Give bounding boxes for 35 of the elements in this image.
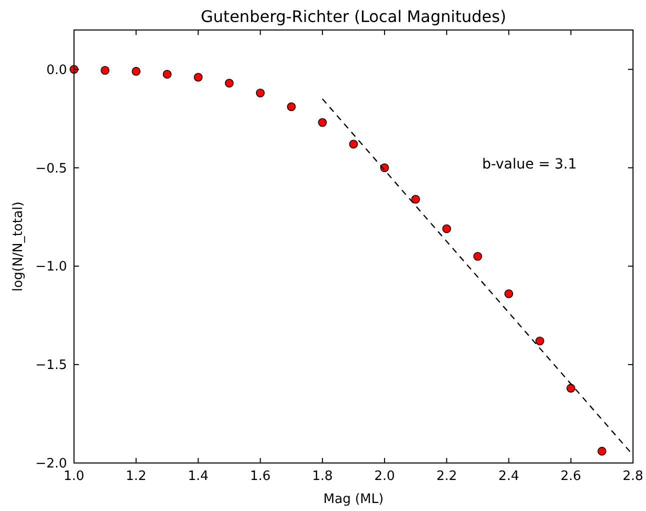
x-tick-label: 2.0 xyxy=(374,469,395,484)
point xyxy=(194,72,203,82)
y-tick-label: −1.0 xyxy=(35,260,67,275)
point xyxy=(132,66,141,76)
point xyxy=(411,194,420,204)
point xyxy=(349,140,358,149)
point xyxy=(442,224,452,234)
point xyxy=(504,289,514,298)
x-tick-label: 1.2 xyxy=(126,469,146,484)
y-tick-label: −1.5 xyxy=(35,358,67,374)
annotation: b-value = 3.1 xyxy=(482,156,577,173)
y-tick-label: 0.0 xyxy=(46,62,67,78)
x-tick-label: 1.6 xyxy=(250,469,271,484)
y-axis-title: log(N/N_total) xyxy=(11,201,26,292)
x-tick-label: 1.4 xyxy=(188,469,209,484)
point xyxy=(473,252,482,261)
point xyxy=(566,384,576,393)
x-tick-label: 1.0 xyxy=(64,469,84,484)
x-tick-label: 2.4 xyxy=(498,469,520,484)
x-tick-label: 2.2 xyxy=(436,469,458,484)
point xyxy=(535,336,544,346)
point xyxy=(162,70,172,79)
point xyxy=(256,88,265,98)
y-tick-label: −2.0 xyxy=(35,456,67,472)
x-axis-title: Mag (ML) xyxy=(323,492,384,507)
x-tick-label: 2.6 xyxy=(560,469,582,484)
chart-title: Gutenberg-Richter (Local Magnitudes) xyxy=(200,7,506,26)
x-tick-label: 1.8 xyxy=(312,469,333,484)
point xyxy=(286,102,296,112)
point xyxy=(318,118,327,127)
point xyxy=(224,78,234,88)
point xyxy=(100,66,110,75)
point xyxy=(598,446,606,456)
x-tick-label: 2.8 xyxy=(622,469,644,484)
y-tick-label: −0.5 xyxy=(35,161,67,176)
